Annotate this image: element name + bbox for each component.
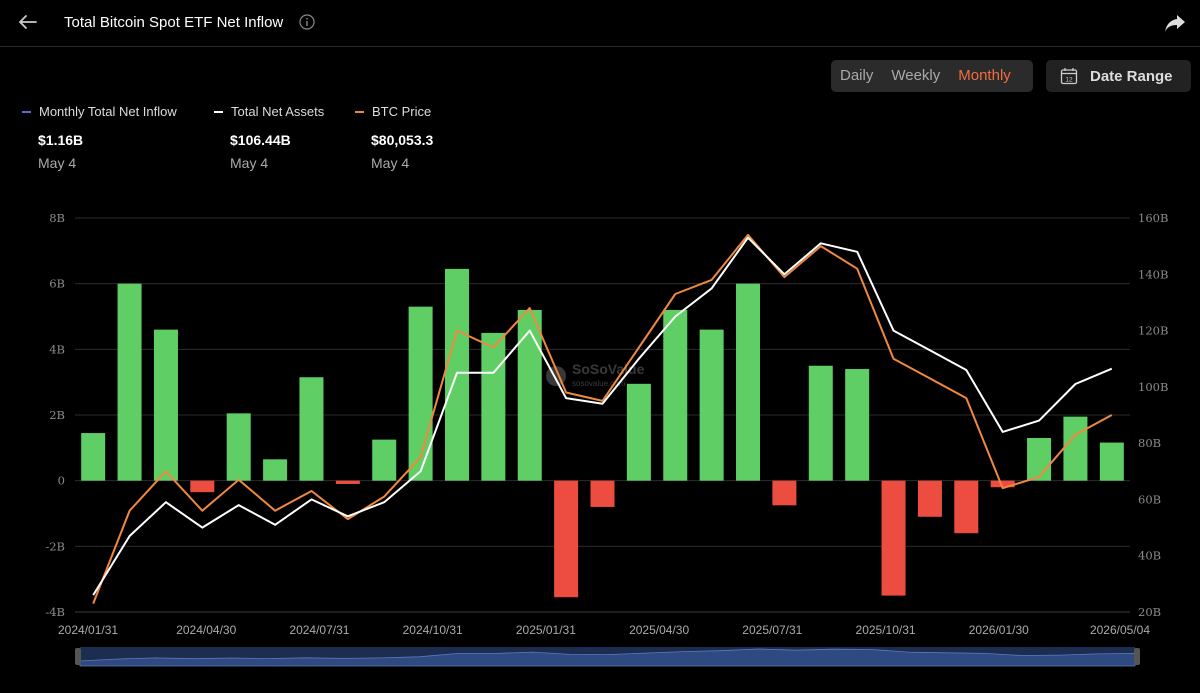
btc-price-line <box>92 233 1113 604</box>
inflow-bar <box>590 480 615 507</box>
inflow-bar <box>117 283 142 481</box>
y-right-tick-label: 20B <box>1138 605 1161 619</box>
x-tick-label: 2024/04/30 <box>176 623 236 637</box>
y-left-tick-label: -2B <box>45 539 65 553</box>
x-axis: 2024/01/31 2024/04/30 2024/07/31 2024/10/31… <box>58 611 1150 637</box>
back-arrow-icon[interactable] <box>14 8 42 36</box>
period-monthly-tab[interactable]: Monthly <box>958 67 1011 84</box>
inflow-bar <box>1063 416 1088 481</box>
y-right-tick-label: 40B <box>1138 549 1161 563</box>
x-tick-label: 2025/01/31 <box>516 623 576 637</box>
date-range-label: Date Range <box>1090 67 1173 85</box>
total-net-assets-line <box>92 236 1113 596</box>
inflow-bar <box>190 480 215 493</box>
legend-value: $80,053.3 <box>371 132 434 148</box>
period-weekly-tab[interactable]: Weekly <box>891 67 941 84</box>
legend-label: BTC Price <box>372 104 432 119</box>
inflow-bars <box>81 268 1124 598</box>
navigator-series <box>79 648 1136 667</box>
y-left-tick-label: 4B <box>49 342 65 356</box>
inflow-bar <box>845 369 870 481</box>
y-left-tick-label: 2B <box>49 408 65 422</box>
inflow-bar <box>372 439 397 481</box>
x-tick-label: 2025/04/30 <box>629 623 689 637</box>
inflow-bar <box>263 459 288 481</box>
x-tick-label: 2024/01/31 <box>58 623 118 637</box>
navigator-right-handle[interactable] <box>1134 648 1140 665</box>
legend-label: Monthly Total Net Inflow <box>39 104 177 119</box>
svg-text:sosovalue.com: sosovalue.com <box>572 379 626 388</box>
x-tick-label: 2024/07/31 <box>289 623 349 637</box>
inflow-bar <box>153 329 178 481</box>
inflow-bar <box>808 365 833 481</box>
header-bar: Total Bitcoin Spot ETF Net Inflow <box>0 0 1200 47</box>
inflow-bar <box>917 480 942 517</box>
series-lines <box>92 233 1113 604</box>
x-tick-label: 2025/07/31 <box>742 623 802 637</box>
y-right-tick-label: 60B <box>1138 492 1161 506</box>
inflow-bar <box>1099 442 1124 481</box>
svg-text:12: 12 <box>1065 77 1073 84</box>
y-right-tick-label: 80B <box>1138 436 1161 450</box>
legend-total-net-assets[interactable]: Total Net Assets $106.44B May 4 <box>214 104 324 171</box>
legend-date: May 4 <box>230 155 269 171</box>
legend-value: $1.16B <box>38 132 84 148</box>
legend-date: May 4 <box>371 155 410 171</box>
share-icon[interactable] <box>1162 10 1188 36</box>
inflow-bar <box>663 309 688 481</box>
inflow-bar <box>81 433 106 481</box>
range-navigator[interactable] <box>75 645 1140 668</box>
calendar-icon: 12 <box>1060 68 1078 85</box>
legend-date: May 4 <box>38 155 77 171</box>
y-axis-right: 160B 140B 120B 100B 80B 60B 40B 20B <box>1138 211 1168 619</box>
y-right-tick-label: 140B <box>1138 267 1168 281</box>
y-left-tick-label: 8B <box>49 211 65 225</box>
period-daily-tab[interactable]: Daily <box>840 67 874 84</box>
legend-swatch-net-inflow <box>22 110 31 113</box>
page-title: Total Bitcoin Spot ETF Net Inflow <box>64 14 284 31</box>
x-tick-label: 2025/10/31 <box>856 623 916 637</box>
y-axis-left: 8B 6B 4B 2B 0 -2B -4B <box>45 211 65 619</box>
y-right-tick-label: 160B <box>1138 211 1168 225</box>
y-right-tick-label: 100B <box>1138 380 1168 394</box>
inflow-bar <box>554 480 579 598</box>
y-left-tick-label: 0 <box>58 474 65 488</box>
x-tick-label: 2024/10/31 <box>403 623 463 637</box>
inflow-bar <box>736 283 761 481</box>
inflow-bar <box>335 480 360 484</box>
date-range-button[interactable]: 12 Date Range <box>1046 60 1191 92</box>
inflow-bar <box>990 480 1015 488</box>
legend-net-inflow[interactable]: Monthly Total Net Inflow $1.16B May 4 <box>22 104 177 171</box>
inflow-bar <box>1027 437 1052 481</box>
legend-btc-price[interactable]: BTC Price $80,053.3 May 4 <box>355 104 433 171</box>
inflow-bar <box>517 309 542 481</box>
y-left-tick-label: -4B <box>45 605 65 619</box>
legend-value: $106.44B <box>230 132 291 148</box>
x-tick-label: 2026/05/04 <box>1090 623 1150 637</box>
period-selector: Daily Weekly Monthly <box>831 60 1033 92</box>
inflow-bar <box>954 480 979 534</box>
svg-text:SoSoValue: SoSoValue <box>572 361 645 377</box>
legend-swatch-price <box>355 110 364 113</box>
inflow-bar <box>226 413 251 481</box>
x-tick-label: 2026/01/30 <box>969 623 1029 637</box>
legend-label: Total Net Assets <box>231 104 325 119</box>
y-left-tick-label: 6B <box>49 277 65 291</box>
info-icon[interactable] <box>299 14 315 30</box>
inflow-bar <box>772 480 797 506</box>
inflow-bar <box>626 383 651 481</box>
legend-swatch-assets <box>214 110 223 113</box>
navigator-left-handle[interactable] <box>75 648 81 665</box>
inflow-bar <box>299 377 324 481</box>
inflow-bar <box>481 332 506 481</box>
inflow-bar <box>699 329 724 481</box>
inflow-bar <box>881 480 906 596</box>
inflow-chart[interactable]: SoSoValue sosovalue.com 8B6B4B2B0-2B-4B … <box>0 200 1200 645</box>
y-right-tick-label: 120B <box>1138 324 1168 338</box>
